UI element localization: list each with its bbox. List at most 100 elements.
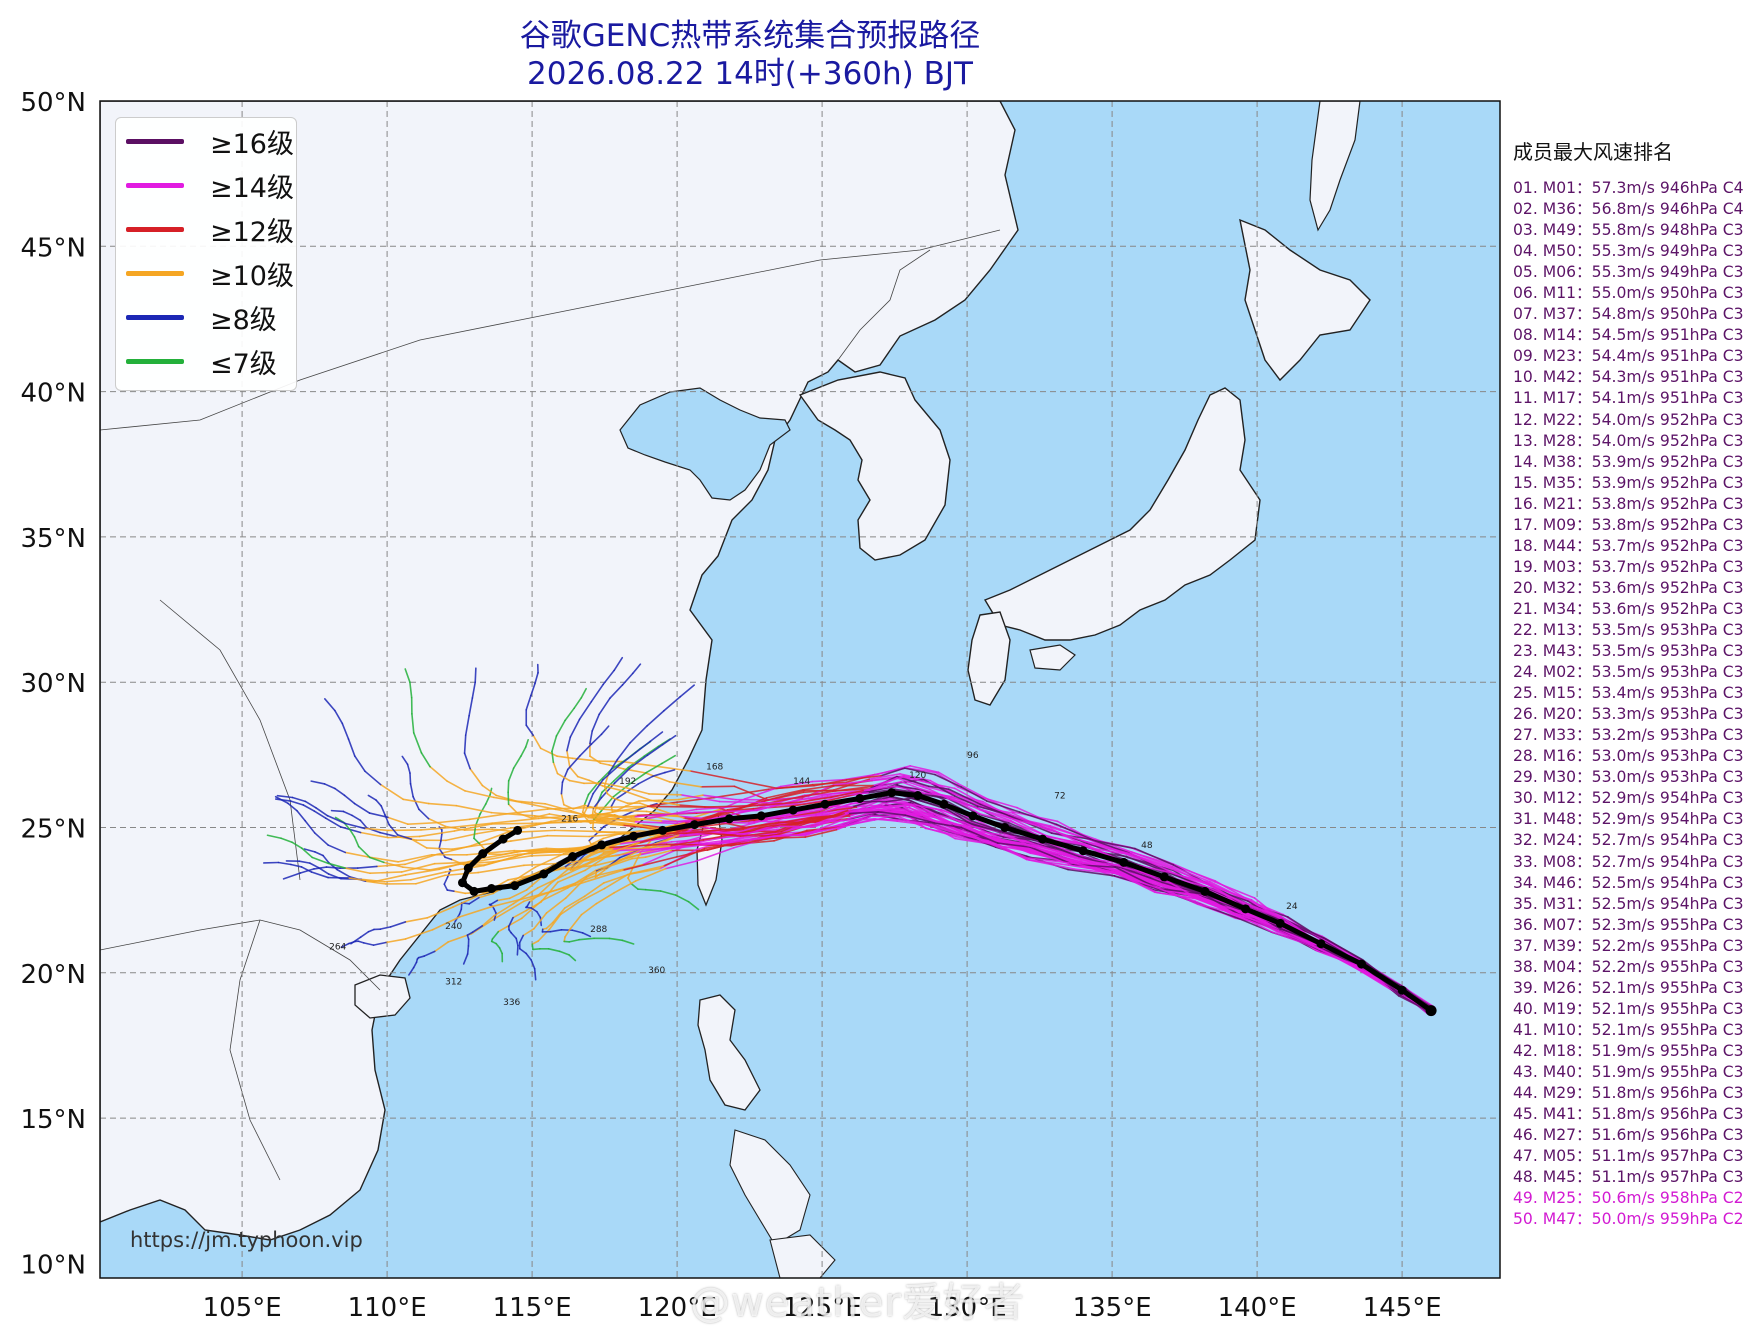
ensemble-track-segment	[453, 890, 467, 895]
ensemble-track-segment	[790, 800, 828, 807]
ensemble-track-segment	[836, 818, 875, 829]
ensemble-track-segment	[429, 765, 448, 782]
ensemble-track-segment	[310, 871, 329, 879]
ensemble-track-segment	[566, 749, 571, 768]
ensemble-track-segment	[533, 912, 548, 930]
ensemble-track-segment	[988, 842, 1030, 861]
ensemble-track-segment	[801, 790, 834, 798]
ensemble-track-segment	[515, 937, 519, 947]
ensemble-track-segment	[1277, 929, 1320, 950]
ensemble-track-segment	[776, 784, 815, 790]
ensemble-track-segment	[564, 928, 572, 938]
ranking-item: 08. M14：54.5m/s 951hPa C3	[1513, 326, 1744, 345]
ensemble-track-segment	[357, 940, 365, 944]
ensemble-track-segment	[302, 804, 316, 812]
ranking-item: 28. M16：53.0m/s 953hPa C3	[1513, 747, 1744, 766]
ensemble-track-segment	[440, 833, 443, 842]
ensemble-track-segment	[996, 842, 1031, 848]
ensemble-track-segment	[939, 809, 975, 820]
ensemble-track-segment	[561, 768, 569, 784]
ensemble-track-segment	[661, 754, 676, 765]
ensemble-track-segment	[309, 862, 320, 869]
ensemble-mean-points	[458, 788, 1437, 1017]
ensemble-track-segment	[516, 812, 533, 819]
land-japan-shikoku	[1029, 644, 1076, 671]
ensemble-track-segment	[770, 836, 807, 839]
ensemble-track-segment	[373, 874, 407, 883]
ensemble-track-segment	[598, 820, 613, 825]
ranking-item: 32. M24：52.7m/s 954hPa C3	[1513, 831, 1744, 850]
ensemble-track-segment	[709, 830, 745, 835]
ensemble-track-segment	[496, 897, 511, 902]
track-hour-label: 216	[561, 815, 578, 825]
land-korea	[798, 371, 951, 561]
ensemble-track-segment	[280, 837, 293, 844]
ensemble-track-segment	[742, 821, 780, 829]
ensemble-track-segment	[473, 853, 519, 863]
ensemble-track-segment	[583, 793, 590, 806]
ensemble-track-segment	[572, 860, 585, 871]
ranking-item: 22. M13：53.5m/s 953hPa C3	[1513, 620, 1744, 639]
ensemble-track-segment	[369, 856, 385, 864]
ensemble-track-segment	[1168, 867, 1213, 886]
ranking-item: 36. M07：52.3m/s 955hPa C3	[1513, 915, 1744, 934]
ensemble-track-segment	[330, 809, 345, 813]
ensemble-track-segment	[834, 787, 871, 792]
ensemble-track-segment	[443, 883, 449, 891]
ensemble-track-segment	[409, 681, 413, 699]
ensemble-track-segment	[590, 733, 603, 745]
ensemble-track-segment	[410, 838, 428, 849]
ensemble-track-segment	[287, 802, 298, 812]
ensemble-track-segment	[634, 740, 651, 754]
ensemble-track-segment	[1170, 871, 1208, 885]
ensemble-track-segment	[588, 832, 633, 838]
ensemble-track-segment	[1032, 846, 1082, 861]
ensemble-track-segment	[353, 836, 360, 848]
ensemble-track-segment	[375, 799, 383, 807]
ranking-item: 40. M19：52.1m/s 955hPa C3	[1513, 999, 1744, 1018]
ensemble-track-segment	[300, 866, 313, 873]
source-url[interactable]: https://jm.typhoon.vip	[130, 1228, 363, 1252]
ensemble-track-segment	[474, 813, 481, 827]
ensemble-track-segment	[644, 888, 662, 892]
mean-track-point	[690, 820, 699, 830]
track-hour-label: 240	[445, 922, 462, 932]
ensemble-track-segment	[583, 882, 605, 898]
ensemble-track-segment	[700, 785, 736, 788]
ensemble-track-segment	[674, 894, 690, 903]
ensemble-track-segment	[397, 853, 433, 863]
ensemble-track-segment	[896, 777, 931, 791]
ensemble-track-segment	[608, 937, 624, 942]
ensemble-track-segment	[607, 843, 668, 849]
ensemble-track-segment	[601, 785, 628, 793]
ensemble-track-segment	[357, 845, 371, 859]
ranking-list: 01. M01：57.3m/s 946hPa C4 02. M36：56.8m/s…	[1513, 178, 1744, 1230]
ensemble-track-segment	[344, 822, 366, 830]
ensemble-track-segment	[903, 819, 933, 826]
ensemble-track-segment	[617, 751, 637, 767]
ensemble-track-segment	[930, 823, 964, 835]
ensemble-track-segment	[1080, 859, 1120, 867]
watermark: @weather爱好者	[690, 1280, 1025, 1326]
ensemble-track-segment	[775, 817, 810, 833]
ensemble-track-segment	[780, 818, 813, 833]
ensemble-track-segment	[629, 725, 648, 744]
ranking-item: 09. M23：54.4m/s 951hPa C3	[1513, 347, 1744, 366]
ensemble-track-segment	[452, 894, 480, 908]
ensemble-track-segment	[1055, 823, 1096, 842]
mean-track-point	[629, 831, 639, 841]
mean-track-point	[658, 825, 668, 835]
ensemble-track-segment	[595, 891, 615, 905]
ensemble-track-segment	[576, 775, 591, 782]
ensemble-track-segment	[1009, 817, 1053, 831]
ensemble-track-segment	[648, 793, 682, 796]
ensemble-track-segment	[451, 844, 481, 850]
ensemble-track-segment	[613, 880, 637, 894]
ensemble-track-segment	[577, 887, 606, 904]
ensemble-track-segment	[612, 797, 629, 805]
ensemble-track-segment	[389, 921, 407, 928]
ensemble-track-segment	[970, 823, 1004, 833]
ensemble-track-segment	[299, 868, 315, 874]
ensemble-track-segment	[466, 931, 474, 936]
ensemble-track-segment	[594, 825, 605, 836]
